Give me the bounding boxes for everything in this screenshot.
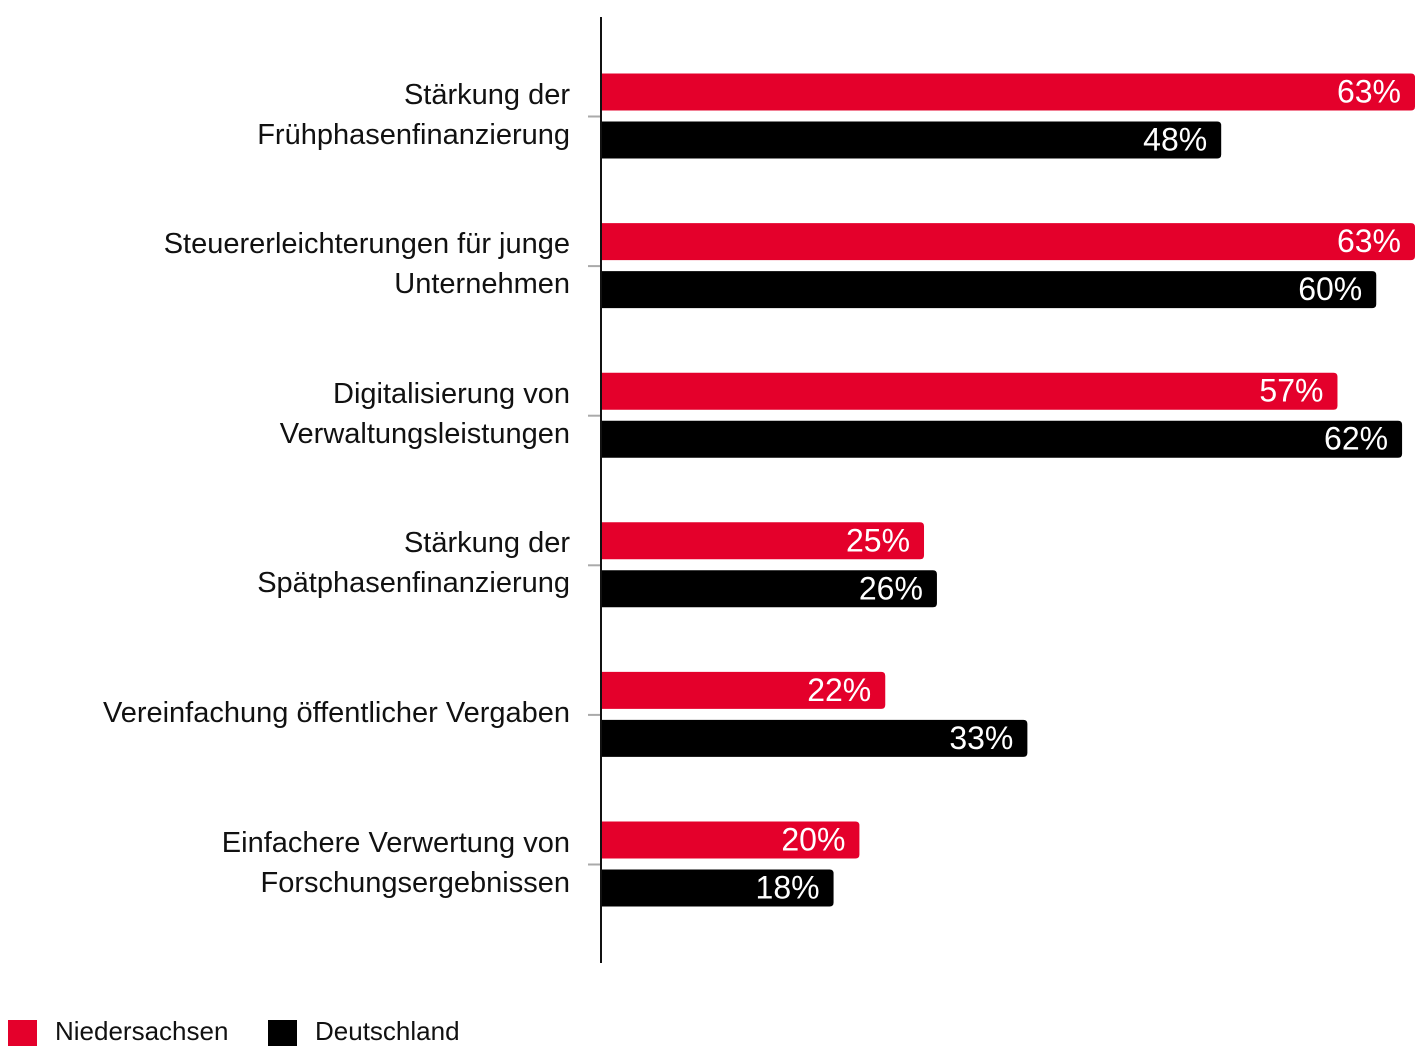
bar [601,522,925,560]
bar [601,570,937,608]
legend-label: Deutschland [315,1016,460,1046]
category-label: Stärkung der Frühphasenfinanzierung [257,78,570,151]
value-label: 62% [1324,421,1388,457]
category-label: Stärkung der Spätphasenfinanzierung [257,527,570,600]
category-label: Steuererleichterungen für junge Unterneh… [163,228,570,301]
bar [601,671,886,709]
value-label: 57% [1259,373,1323,409]
bar [601,719,1028,757]
value-label: 63% [1337,73,1401,109]
bar [601,73,1415,111]
value-label: 33% [949,720,1013,756]
category-label: Vereinfachung öffentlicher Vergaben [102,696,570,729]
bar [601,869,834,907]
value-label: 22% [807,672,871,708]
bar [601,372,1338,410]
value-label: 63% [1337,223,1401,259]
value-label: 48% [1143,121,1207,157]
bar [601,420,1403,458]
bar [601,121,1222,159]
value-label: 26% [859,570,923,606]
legend-label: Niedersachsen [55,1016,229,1046]
legend-swatch [268,1020,297,1046]
value-label: 25% [846,522,910,558]
value-label: 18% [756,869,820,905]
bar [601,223,1415,261]
value-label: 20% [781,821,845,857]
category-label: Einfachere Verwertung von Forschungserge… [221,826,570,899]
value-label: 60% [1298,271,1362,307]
category-label: Digitalisierung von Verwaltungsleistunge… [279,377,570,450]
bar [601,271,1377,309]
bar [601,821,860,859]
legend-swatch [8,1020,37,1046]
